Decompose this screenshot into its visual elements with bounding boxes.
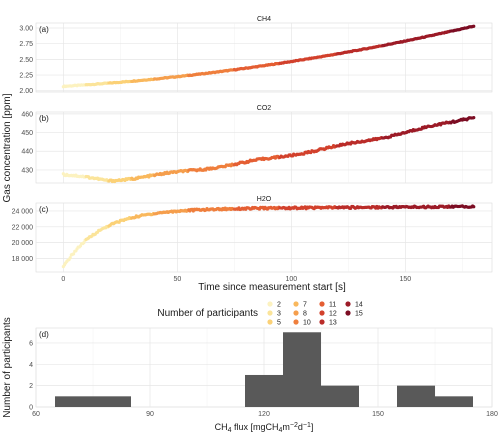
y-axis-label: Gas concentration [ppm] — [2, 93, 13, 202]
x-tick-label: 150 — [372, 411, 384, 418]
histogram-bar — [397, 385, 435, 407]
legend-label: 7 — [303, 302, 307, 309]
legend-label: 13 — [329, 320, 337, 327]
legend-key — [319, 310, 325, 316]
x-tick-label: 60 — [32, 411, 40, 418]
y-tick-label: 450 — [21, 130, 33, 137]
panel-co2: CO2 430 440 450 460 (b) — [21, 103, 493, 184]
panel-title: H2O — [257, 196, 272, 203]
x-tick-label: 90 — [146, 411, 154, 418]
panel-label: (d) — [39, 330, 49, 339]
data-point — [472, 205, 476, 209]
legend-key — [345, 310, 351, 316]
x-label-part-mid3: d — [298, 422, 303, 432]
histogram-bar — [321, 385, 359, 407]
y-tick-label: 6 — [29, 340, 33, 347]
histogram-panel: 60 90 120 150 180 0 2 4 6 (d) Number of participan… — [2, 317, 498, 434]
histogram-y-axis-label: Number of participants — [2, 317, 13, 418]
histogram-bar — [245, 374, 283, 407]
legend-label: 2 — [277, 302, 281, 309]
legend-key — [319, 319, 325, 325]
legend-key — [267, 301, 273, 307]
x-tick-label: 120 — [258, 411, 270, 418]
data-point — [72, 252, 76, 256]
legend-key — [267, 310, 273, 316]
legend-key — [319, 301, 325, 307]
legend-key — [293, 319, 299, 325]
legend-label: 3 — [277, 311, 281, 318]
y-tick-label: 440 — [21, 149, 33, 156]
legend-label: 14 — [355, 302, 363, 309]
legend-label: 11 — [329, 302, 336, 309]
y-tick-label: 20 000 — [12, 240, 34, 247]
plot-area — [35, 111, 493, 184]
legend-key — [267, 319, 273, 325]
panel-title: CH4 — [257, 16, 271, 23]
legend-key — [345, 301, 351, 307]
y-tick-label: 22 000 — [12, 224, 34, 231]
histogram-x-axis-label: CH4 flux [mgCH4m−2d−1] — [215, 422, 314, 434]
histogram-bar — [283, 332, 321, 407]
panel-label: (b) — [39, 114, 49, 123]
legend-label: 8 — [303, 311, 307, 318]
data-point — [68, 256, 72, 260]
x-label-part-sub1: 4 — [228, 427, 232, 434]
histogram-bar — [55, 396, 131, 407]
y-tick-label: 430 — [21, 167, 33, 174]
x-label-part-mid2: m — [282, 422, 290, 432]
legend-title: Number of participants — [157, 308, 258, 319]
legend-key — [293, 310, 299, 316]
panel-label: (c) — [39, 205, 49, 214]
y-tick-label: 2.25 — [19, 73, 33, 80]
legend-label: 10 — [303, 320, 311, 327]
y-tick-label: 18 000 — [12, 256, 34, 263]
x-label-part-prefix: CH — [215, 422, 228, 432]
x-tick-label: 100 — [286, 276, 298, 283]
plot-area — [35, 22, 493, 93]
legend-label: 15 — [355, 311, 363, 318]
y-tick-label: 2 — [29, 383, 33, 390]
legend-label: 5 — [277, 320, 281, 327]
plot-area — [35, 202, 493, 273]
x-label-part-sub2: 4 — [279, 427, 283, 434]
x-label-part-suffix: ] — [311, 422, 314, 432]
data-point — [472, 24, 476, 28]
panel-title: CO2 — [257, 105, 272, 112]
legend-label: 12 — [329, 311, 337, 318]
y-tick-label: 4 — [29, 362, 33, 369]
x-tick-label: 150 — [400, 276, 412, 283]
x-label-part-mid: flux [mgCH — [231, 422, 278, 432]
x-tick-label: 50 — [173, 276, 181, 283]
panel-strip — [36, 194, 492, 203]
y-tick-label: 3.00 — [19, 26, 33, 33]
panel-label: (a) — [39, 25, 49, 34]
panel-strip — [36, 14, 492, 23]
y-tick-label: 2.50 — [19, 57, 33, 64]
y-tick-label: 24 000 — [12, 208, 34, 215]
x-tick-label: 0 — [61, 276, 65, 283]
panel-h2o: H2O 18 000 20 000 22 000 24 000 (c) 0 50 100 150 — [12, 194, 493, 283]
data-point — [472, 116, 476, 120]
x-label-part-sup1: −2 — [290, 422, 298, 429]
legend-key — [293, 301, 299, 307]
panel-strip — [36, 103, 492, 112]
y-tick-label: 2.75 — [19, 41, 33, 48]
y-tick-label: 2.00 — [19, 88, 33, 95]
panel-ch4: CH4 2.00 2.25 2.50 2.75 3.00 (a) — [19, 14, 493, 95]
scatter-panels: CH4 2.00 2.25 2.50 2.75 3.00 (a) CO2 430 440 450 46… — [12, 14, 493, 283]
x-axis-label: Time since measurement start [s] — [198, 282, 346, 293]
y-tick-label: 460 — [21, 111, 33, 118]
histogram-bar — [435, 396, 473, 407]
legend: Number of participants 2 3 5 7 8 10 11 12 13 14 15 — [157, 301, 363, 327]
x-label-part-sup2: −1 — [303, 422, 311, 429]
y-tick-label: 0 — [29, 405, 33, 412]
x-tick-label: 180 — [486, 411, 498, 418]
